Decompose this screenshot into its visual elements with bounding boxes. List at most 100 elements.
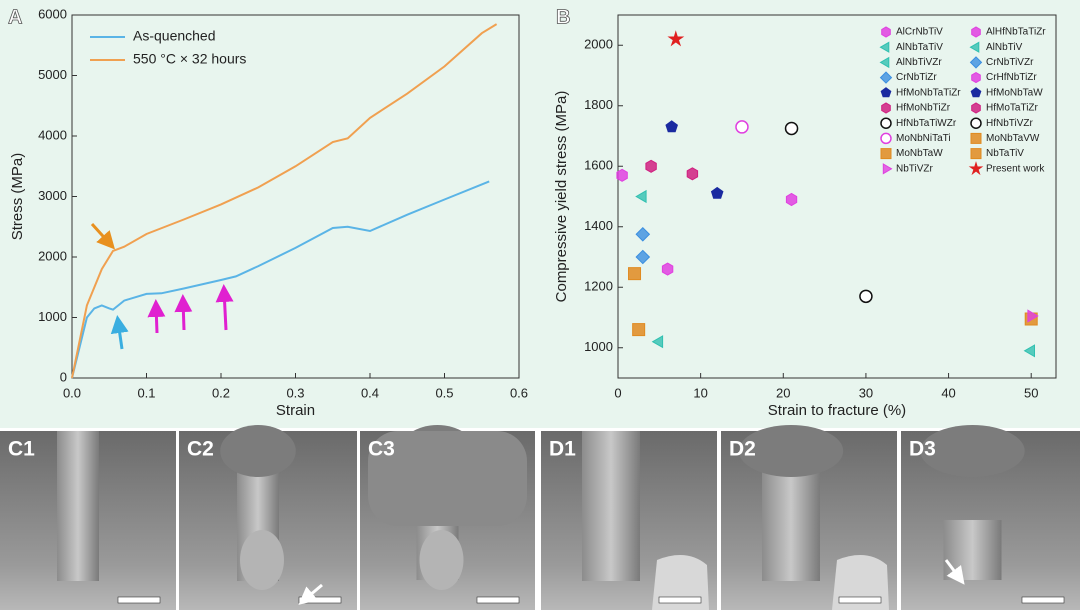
scale-bar bbox=[117, 596, 161, 604]
legend-marker bbox=[969, 56, 983, 69]
panel-label: B bbox=[556, 6, 570, 28]
plot-frame bbox=[617, 14, 1057, 379]
legend-marker bbox=[970, 87, 982, 98]
x-tick-label: 30 bbox=[859, 385, 873, 400]
scale-bar bbox=[476, 596, 520, 604]
legend-label: AlCrNbTiV bbox=[896, 27, 943, 38]
scatter-point bbox=[632, 323, 646, 337]
scale-bar bbox=[838, 596, 882, 604]
legend-marker bbox=[971, 26, 981, 38]
legend-marker bbox=[970, 132, 982, 144]
legend-label: AlHfNbTaTiZr bbox=[986, 27, 1046, 38]
scatter-point bbox=[628, 267, 642, 281]
scatter-point bbox=[635, 189, 647, 204]
legend-label: CrNbTiVZr bbox=[986, 57, 1034, 68]
y-tick-label: 1800 bbox=[584, 97, 613, 112]
legend-label: CrNbTiZr bbox=[896, 72, 937, 83]
legend-label: AlNbTaTiV bbox=[896, 42, 943, 53]
legend-label: NbTiVZr bbox=[896, 163, 934, 174]
scatter-point bbox=[735, 120, 749, 134]
scatter-point bbox=[1023, 344, 1035, 358]
legend-label: MoNbTaW bbox=[896, 148, 943, 159]
image-panel: D3 bbox=[901, 425, 1080, 610]
pillar bbox=[582, 431, 640, 581]
x-tick-label: 0.1 bbox=[137, 385, 155, 400]
y-tick-label: 6000 bbox=[38, 6, 67, 21]
scatter-point bbox=[785, 192, 798, 207]
image-label: D2 bbox=[729, 438, 756, 461]
debris bbox=[220, 425, 296, 477]
y-tick-label: 3000 bbox=[38, 188, 67, 203]
x-tick-label: 0.2 bbox=[212, 385, 230, 400]
arrow bbox=[944, 559, 965, 585]
arrow bbox=[174, 294, 193, 331]
y-tick-label: 1000 bbox=[38, 309, 67, 324]
legend-marker bbox=[971, 102, 981, 114]
line-series bbox=[71, 180, 490, 379]
legend-marker bbox=[968, 161, 984, 176]
legend-marker bbox=[879, 41, 890, 53]
arrow bbox=[298, 583, 323, 605]
x-tick-label: 0.4 bbox=[361, 385, 379, 400]
image-label: C2 bbox=[187, 438, 214, 461]
x-tick-label: 0.0 bbox=[63, 385, 81, 400]
scale-bar bbox=[1021, 596, 1065, 604]
pillar bbox=[943, 520, 1002, 580]
legend-marker bbox=[880, 117, 892, 129]
image-panel: D1 bbox=[541, 431, 717, 610]
x-axis-label: Strain to fracture (%) bbox=[768, 402, 906, 419]
slip-band bbox=[240, 530, 284, 590]
x-tick-label: 10 bbox=[693, 385, 707, 400]
legend-label: As-quenched bbox=[133, 28, 216, 44]
image-panel: D2 bbox=[721, 425, 897, 610]
legend-marker bbox=[970, 117, 982, 129]
legend-label: AlNbTiV bbox=[986, 42, 1023, 53]
slip-band bbox=[419, 530, 464, 590]
scatter-point bbox=[651, 335, 664, 349]
image-panel: C1 bbox=[0, 431, 176, 610]
substrate-edge bbox=[652, 555, 709, 610]
debris bbox=[368, 431, 527, 526]
image-panel: C2 bbox=[179, 425, 357, 610]
legend-marker bbox=[879, 56, 890, 69]
legend-label: HfNbTaTiWZr bbox=[896, 118, 957, 129]
arrow bbox=[147, 299, 166, 334]
scatter-point bbox=[859, 289, 873, 304]
legend-label: HfNbTiVZr bbox=[986, 118, 1034, 129]
chart-background bbox=[0, 0, 1080, 428]
panel-label: A bbox=[8, 6, 22, 28]
x-tick-label: 0.3 bbox=[286, 385, 304, 400]
x-tick-label: 0 bbox=[614, 385, 621, 400]
y-tick-label: 2000 bbox=[38, 248, 67, 263]
image-label: D1 bbox=[549, 438, 576, 461]
legend-label: HfMoNbTaTiZr bbox=[896, 87, 961, 98]
legend-label: NbTaTiV bbox=[986, 148, 1024, 159]
debris bbox=[920, 425, 1025, 477]
image-label: C3 bbox=[368, 438, 395, 461]
legend-marker bbox=[880, 148, 892, 160]
legend-marker bbox=[969, 41, 980, 53]
legend-marker bbox=[880, 87, 892, 98]
scatter-point bbox=[784, 121, 799, 136]
legend-label: 550 °C × 32 hours bbox=[133, 51, 246, 67]
scatter-point bbox=[665, 120, 678, 133]
arrow bbox=[90, 222, 116, 250]
scatter-point bbox=[661, 262, 674, 276]
legend-label: HfMoTaTiZr bbox=[986, 103, 1039, 114]
y-tick-label: 1400 bbox=[584, 218, 613, 233]
annotation-arrows bbox=[90, 222, 234, 350]
scatter-point bbox=[710, 186, 724, 199]
y-axis-label: Compressive yield stress (MPa) bbox=[553, 91, 570, 303]
y-axis-label: Stress (MPa) bbox=[9, 153, 26, 241]
line-series bbox=[71, 23, 498, 379]
legend-marker bbox=[971, 72, 981, 84]
y-tick-label: 1200 bbox=[584, 279, 613, 294]
substrate-edge bbox=[832, 555, 889, 610]
arrow bbox=[110, 315, 129, 350]
scatter-point bbox=[635, 226, 651, 242]
x-axis-label: Strain bbox=[276, 402, 315, 419]
legend-label: HfMoNbTaW bbox=[986, 87, 1043, 98]
y-tick-label: 2000 bbox=[584, 37, 613, 52]
x-tick-label: 50 bbox=[1024, 385, 1038, 400]
